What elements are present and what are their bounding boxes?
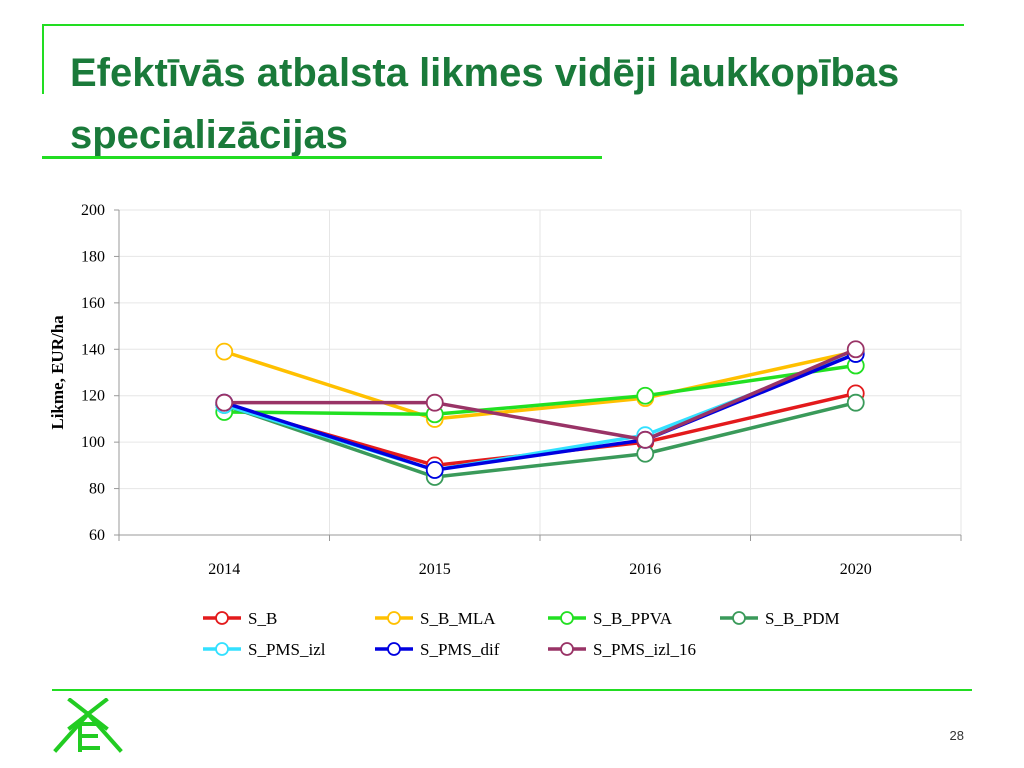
x-tick-label: 2016 [629,561,661,578]
legend-item: S_B_PDM [720,609,840,628]
legend-item: S_PMS_dif [375,640,500,659]
legend-marker [387,642,401,656]
y-tick-label: 60 [89,527,105,544]
page-number: 28 [949,728,964,743]
legend-label: S_PMS_izl_16 [593,640,696,659]
data-point [215,342,234,361]
legend-marker [215,611,229,625]
series-line [224,347,857,442]
left-accent-line [42,24,44,94]
y-tick-label: 180 [81,248,105,265]
legend-item: S_PMS_izl_16 [548,640,696,659]
x-tick-label: 2020 [840,561,872,578]
series-S_B_PPVA [215,356,865,424]
x-tick-label: 2014 [208,561,240,578]
legend-marker [387,611,401,625]
slide-title: Efektīvās atbalsta likmes vidēji laukkop… [70,51,900,157]
legend-marker [560,642,574,656]
legend-label: S_PMS_dif [420,640,500,659]
data-point [425,393,444,412]
legend-marker [215,642,229,656]
series-line [223,349,857,421]
chart-legend: S_B S_B_MLA S_B_PPVA S_B_PDM S_PMS_izl S_PMS_… [203,609,840,659]
y-tick-label: 200 [81,202,105,219]
top-accent-line [42,24,964,26]
legend-item: S_B [203,609,277,628]
title-underline [42,156,602,159]
legend-label: S_PMS_izl [248,640,326,659]
legend-marker [732,611,746,625]
line-chart: 60 80 100 120 140 160 180 200 2014 2015 2016 2020 Li… [48,202,962,659]
data-point [215,393,234,412]
series-line [223,400,857,479]
xe-logo-icon [53,698,123,753]
y-tick-label: 80 [89,481,105,498]
series-line [224,363,856,417]
chart-grid [118,209,962,536]
y-axis-title: Likme, EUR/ha [48,315,67,430]
y-tick-label: 100 [81,434,105,451]
y-tick-label: 160 [81,295,105,312]
chart-axes: 60 80 100 120 140 160 180 200 2014 2015 2016 2020 Li… [48,202,962,578]
data-point [846,340,865,359]
legend-marker [560,611,574,625]
data-point [846,393,865,412]
legend-item: S_B_MLA [375,609,496,628]
legend-label: S_B [248,609,277,628]
data-point [425,461,444,479]
series-S_PMS_izl_16 [215,340,865,449]
y-tick-label: 120 [81,388,105,405]
data-point [636,386,655,405]
legend-label: S_B_PPVA [593,609,673,628]
chart-series [215,340,865,486]
x-tick-label: 2015 [419,561,451,578]
legend-label: S_B_PDM [765,609,840,628]
legend-item: S_B_PPVA [548,609,673,628]
legend-label: S_B_MLA [420,609,496,628]
bottom-accent-line [52,689,972,691]
legend-item: S_PMS_izl [203,640,326,659]
series-line [223,352,857,472]
data-point [636,430,655,449]
y-tick-label: 140 [81,341,105,358]
